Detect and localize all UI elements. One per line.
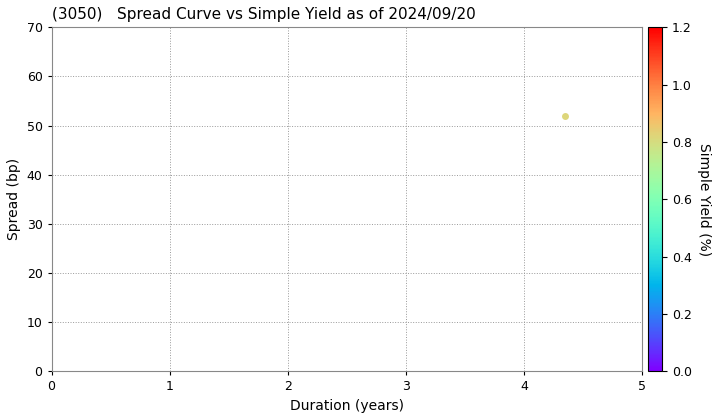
Text: (3050)   Spread Curve vs Simple Yield as of 2024/09/20: (3050) Spread Curve vs Simple Yield as o… — [52, 7, 475, 22]
Point — [559, 113, 571, 119]
X-axis label: Duration (years): Duration (years) — [290, 399, 404, 413]
Y-axis label: Simple Yield (%): Simple Yield (%) — [698, 143, 711, 256]
Y-axis label: Spread (bp): Spread (bp) — [7, 158, 21, 240]
